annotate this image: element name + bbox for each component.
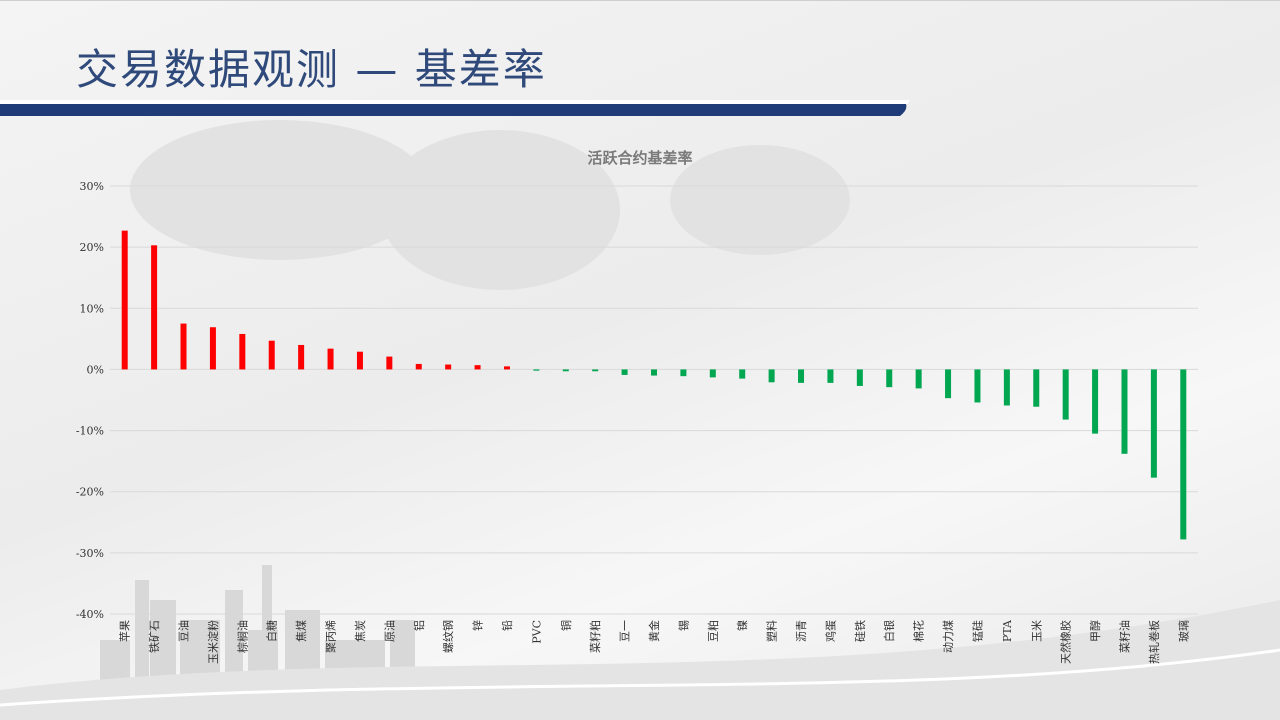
bar: [621, 369, 628, 375]
slide-title: 交易数据观测 — 基差率: [76, 45, 547, 94]
bar: [1150, 369, 1157, 478]
y-tick-label: 30%: [80, 180, 104, 193]
y-tick-label: -30%: [76, 547, 104, 560]
bar: [151, 245, 158, 370]
bar: [474, 365, 481, 370]
category-label: 锌: [471, 620, 485, 631]
bar: [562, 369, 569, 372]
category-label: 螺纹钢: [441, 620, 455, 653]
bar: [1033, 369, 1040, 407]
category-label: 棉花: [912, 620, 926, 642]
bar: [886, 369, 893, 388]
y-axis-ticks: 30% 20% 10% 0% -10% -20% -30% -40%: [76, 180, 104, 621]
bar: [1003, 369, 1010, 406]
y-tick-label: 0%: [87, 363, 104, 376]
category-label: 苹果: [118, 620, 132, 642]
category-label: 玉米淀粉: [206, 620, 220, 664]
bar: [856, 369, 863, 386]
category-label: 沥青: [795, 620, 808, 642]
category-label: 棕榈油: [235, 620, 249, 653]
category-label: PTA: [1001, 619, 1014, 642]
y-tick-label: 10%: [80, 302, 104, 315]
bar: [709, 369, 716, 378]
bar: [680, 369, 687, 377]
category-label: 菜籽粕: [588, 620, 602, 653]
category-label: 豆油: [177, 620, 191, 642]
bar: [798, 369, 805, 383]
category-label: 镍: [735, 620, 749, 631]
bar: [651, 369, 657, 376]
category-label: PVC: [530, 620, 543, 644]
category-label: 白银: [882, 620, 896, 642]
bar: [209, 327, 216, 370]
category-label: 甲醇: [1088, 620, 1102, 642]
bar: [827, 369, 834, 383]
header-divider: [0, 0, 1280, 1]
bar: [386, 356, 393, 370]
category-label: 塑料: [765, 620, 779, 642]
bar: [268, 340, 275, 370]
grid-lines: [110, 185, 1198, 615]
bar: [503, 366, 510, 370]
category-label: 菜籽油: [1117, 620, 1131, 653]
category-label: 黄金: [647, 620, 661, 642]
category-labels: 苹果 铁矿石 豆油 玉米淀粉 棕榈油 白糖 焦煤 聚丙烯 焦炭 原油 铝 螺纹钢 锌 铅 PVC 铜 菜籽粕 豆一…: [118, 619, 1191, 664]
category-label: 铝: [412, 620, 426, 631]
category-label: 原油: [382, 620, 396, 642]
bar: [327, 348, 334, 370]
category-label: 锰硅: [970, 620, 984, 642]
category-label: 动力煤: [942, 620, 955, 653]
bar: [533, 369, 540, 371]
bar: [592, 369, 599, 372]
bar: [915, 369, 922, 389]
bar: [356, 351, 363, 370]
bar: [180, 323, 187, 370]
category-label: 铜: [559, 620, 573, 631]
bar: [1062, 369, 1069, 420]
category-label: 白糖: [265, 620, 279, 642]
bars: [121, 230, 1187, 540]
category-label: 豆一: [619, 620, 632, 642]
category-label: 鸡蛋: [823, 620, 837, 642]
category-label: 热轧卷板: [1147, 620, 1161, 664]
bar: [945, 369, 952, 399]
bar: [974, 369, 981, 403]
bar: [121, 230, 128, 370]
category-label: 焦炭: [354, 620, 367, 642]
category-label: 玻璃: [1176, 620, 1190, 642]
category-label: 铅: [500, 620, 514, 631]
bar: [768, 369, 775, 383]
title-accent-band: [0, 100, 910, 116]
category-label: 天然橡胶: [1059, 620, 1073, 664]
category-label: 硅铁: [854, 620, 867, 642]
bar: [1092, 369, 1099, 434]
bar: [298, 344, 305, 370]
category-label: 焦煤: [295, 620, 308, 642]
bar: [1121, 369, 1128, 454]
y-tick-label: 20%: [80, 241, 104, 254]
category-label: 聚丙烯: [325, 620, 338, 653]
category-label: 锡: [676, 620, 690, 631]
bar: [445, 364, 452, 370]
bar: [239, 333, 246, 370]
chart-title: 活跃合约基差率: [587, 149, 692, 167]
y-tick-label: -40%: [76, 608, 104, 621]
bar: [739, 369, 746, 379]
bar: [1180, 369, 1187, 540]
y-tick-label: -10%: [76, 425, 104, 438]
bar: [415, 363, 422, 370]
category-label: 铁矿石: [148, 620, 161, 653]
y-tick-label: -20%: [76, 486, 104, 499]
category-label: 豆粕: [706, 620, 720, 642]
category-label: 玉米: [1030, 620, 1043, 642]
